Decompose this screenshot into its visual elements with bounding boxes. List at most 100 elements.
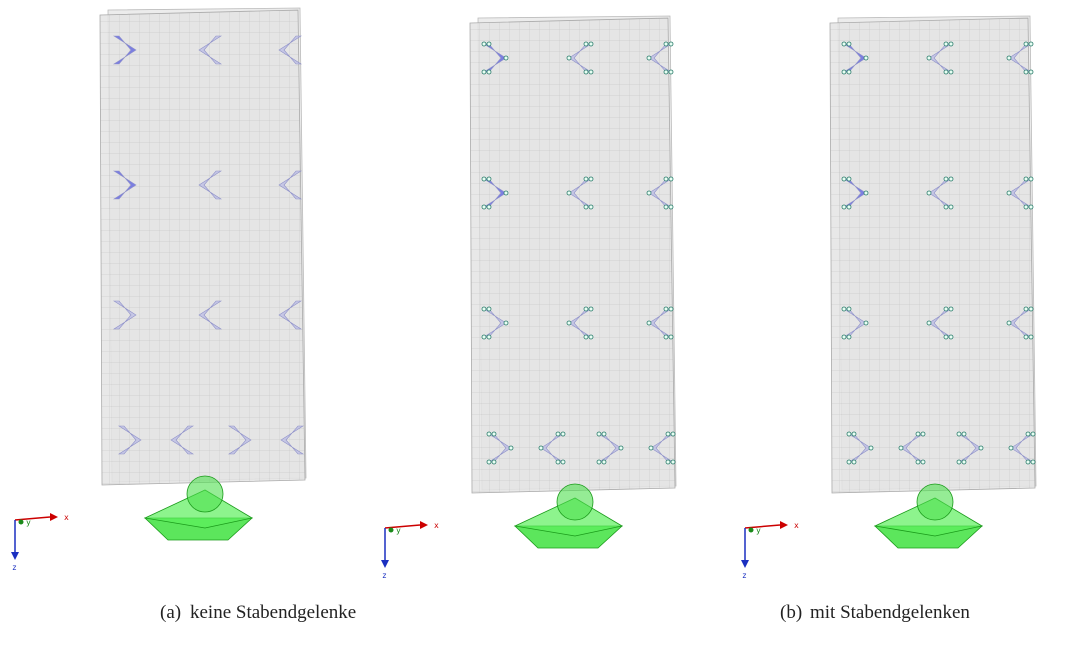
hinge-pin	[957, 460, 961, 464]
hinge-pin	[949, 42, 953, 46]
hinge-pin	[482, 205, 486, 209]
z-axis-label: z	[742, 571, 747, 580]
hinge-pin	[567, 191, 571, 195]
hinge-pin	[597, 432, 601, 436]
hinge-pin	[962, 460, 966, 464]
hinge-pin	[899, 446, 903, 450]
hinge-pin	[847, 205, 851, 209]
hinge-pin	[916, 460, 920, 464]
hinge-pin	[847, 42, 851, 46]
hinge-pin	[482, 335, 486, 339]
caption-label: (b)	[780, 602, 802, 623]
slab	[100, 10, 305, 485]
hinge-pin	[1007, 321, 1011, 325]
hinge-pin	[487, 307, 491, 311]
hinge-pin	[1009, 446, 1013, 450]
hinge-pin	[669, 70, 673, 74]
hinge-pin	[957, 432, 961, 436]
z-axis-label: z	[382, 571, 387, 580]
hinge-pin	[1029, 42, 1033, 46]
x-axis-label: x	[434, 521, 439, 530]
hinge-pin	[869, 446, 873, 450]
hinge-pin	[847, 335, 851, 339]
axis-triad: xyz	[11, 513, 69, 572]
x-axis-label: x	[794, 521, 799, 530]
hinge-pin	[556, 432, 560, 436]
hinge-pin	[1029, 335, 1033, 339]
hinge-pin	[669, 335, 673, 339]
hinge-pin	[487, 335, 491, 339]
hinge-pin	[669, 205, 673, 209]
hinge-pin	[664, 335, 668, 339]
hinge-pin	[864, 56, 868, 60]
hinge-pin	[671, 432, 675, 436]
hinge-pin	[664, 307, 668, 311]
hinge-pin	[1024, 70, 1028, 74]
support-hinge	[557, 484, 593, 520]
hinge-pin	[1007, 191, 1011, 195]
x-axis-arrow	[15, 517, 50, 520]
hinge-pin	[852, 432, 856, 436]
hinge-pin	[927, 191, 931, 195]
x-axis-arrow	[745, 525, 780, 528]
hinge-pin	[664, 177, 668, 181]
hinge-pin	[584, 177, 588, 181]
hinge-pin	[602, 432, 606, 436]
hinge-pin	[921, 460, 925, 464]
hinge-pin	[1026, 460, 1030, 464]
hinge-pin	[647, 56, 651, 60]
x-axis-arrow	[385, 525, 420, 528]
hinge-pin	[492, 460, 496, 464]
hinge-pin	[1024, 177, 1028, 181]
x-arrowhead	[420, 521, 428, 529]
hinge-pin	[1029, 307, 1033, 311]
support-hinge	[917, 484, 953, 520]
x-arrowhead	[780, 521, 788, 529]
hinge-pin	[1029, 70, 1033, 74]
hinge-pin	[561, 432, 565, 436]
hinge-pin	[504, 191, 508, 195]
hinge-pin	[589, 70, 593, 74]
hinge-pin	[1031, 460, 1035, 464]
hinge-pin	[847, 70, 851, 74]
hinge-pin	[979, 446, 983, 450]
z-arrowhead	[741, 560, 749, 568]
hinge-pin	[842, 177, 846, 181]
caption-text: keine Stabendgelenke	[190, 602, 356, 623]
hinge-pin	[916, 432, 920, 436]
hinge-pin	[1024, 307, 1028, 311]
hinge-pin	[1024, 205, 1028, 209]
hinge-pin	[482, 307, 486, 311]
hinge-pin	[482, 70, 486, 74]
hinge-pin	[847, 460, 851, 464]
hinge-pin	[567, 321, 571, 325]
hinge-pin	[842, 335, 846, 339]
hinge-pin	[584, 42, 588, 46]
hinge-pin	[664, 205, 668, 209]
hinge-pin	[602, 460, 606, 464]
hinge-pin	[1029, 177, 1033, 181]
slab	[830, 18, 1035, 493]
hinge-pin	[864, 191, 868, 195]
hinge-pin	[669, 307, 673, 311]
caption-text: mit Stabendgelenken	[810, 602, 970, 623]
hinge-pin	[589, 335, 593, 339]
x-axis-label: x	[64, 513, 69, 522]
hinge-pin	[944, 70, 948, 74]
hinge-pin	[664, 70, 668, 74]
y-axis-dot	[389, 528, 394, 533]
hinge-pin	[539, 446, 543, 450]
panel: xyz(a)keine Stabendgelenke	[11, 8, 356, 623]
hinge-pin	[949, 307, 953, 311]
hinge-pin	[1029, 205, 1033, 209]
hinge-pin	[1007, 56, 1011, 60]
hinge-pin	[927, 321, 931, 325]
hinge-pin	[666, 460, 670, 464]
hinge-pin	[944, 177, 948, 181]
hinge-pin	[487, 432, 491, 436]
hinge-pin	[589, 205, 593, 209]
hinge-pin	[482, 177, 486, 181]
y-axis-label: y	[756, 526, 761, 535]
hinge-pin	[944, 205, 948, 209]
hinge-pin	[1024, 335, 1028, 339]
